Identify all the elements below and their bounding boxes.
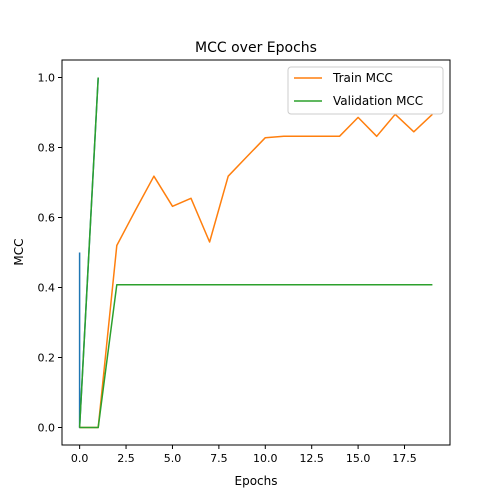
y-tick-label: 0.0 <box>38 422 56 435</box>
x-tick-label: 7.5 <box>210 452 228 465</box>
x-axis: 0.0 2.5 5.0 7.5 10.0 12.5 15.0 17.5 <box>71 445 417 465</box>
y-tick-label: 0.2 <box>38 352 56 365</box>
y-tick-label: 0.4 <box>38 282 56 295</box>
plot-series <box>78 77 433 429</box>
x-tick-label: 10.0 <box>253 452 278 465</box>
x-axis-label: Epochs <box>235 474 278 488</box>
y-tick-label: 0.6 <box>38 212 56 225</box>
chart-title: MCC over Epochs <box>195 40 317 56</box>
series-line-validation-mcc <box>79 283 433 429</box>
legend-label-validation-mcc: Validation MCC <box>333 94 423 108</box>
x-tick-label: 15.0 <box>346 452 371 465</box>
y-axis-label: MCC <box>12 238 26 265</box>
series-line-train-mcc <box>79 113 433 429</box>
series-line-extra-1 <box>78 77 99 428</box>
x-tick-label: 2.5 <box>117 452 135 465</box>
x-tick-label: 12.5 <box>299 452 324 465</box>
legend: Train MCC Validation MCC <box>287 66 444 115</box>
plot-frame <box>61 59 451 446</box>
y-tick-label: 1.0 <box>38 72 56 85</box>
y-axis: 0.0 0.2 0.4 0.6 0.8 1.0 <box>38 72 62 435</box>
x-tick-label: 5.0 <box>164 452 182 465</box>
legend-box <box>287 66 444 115</box>
y-tick-label: 0.8 <box>38 142 56 155</box>
x-tick-label: 17.5 <box>392 452 417 465</box>
x-tick-label: 0.0 <box>71 452 89 465</box>
legend-label-train-mcc: Train MCC <box>332 71 393 85</box>
